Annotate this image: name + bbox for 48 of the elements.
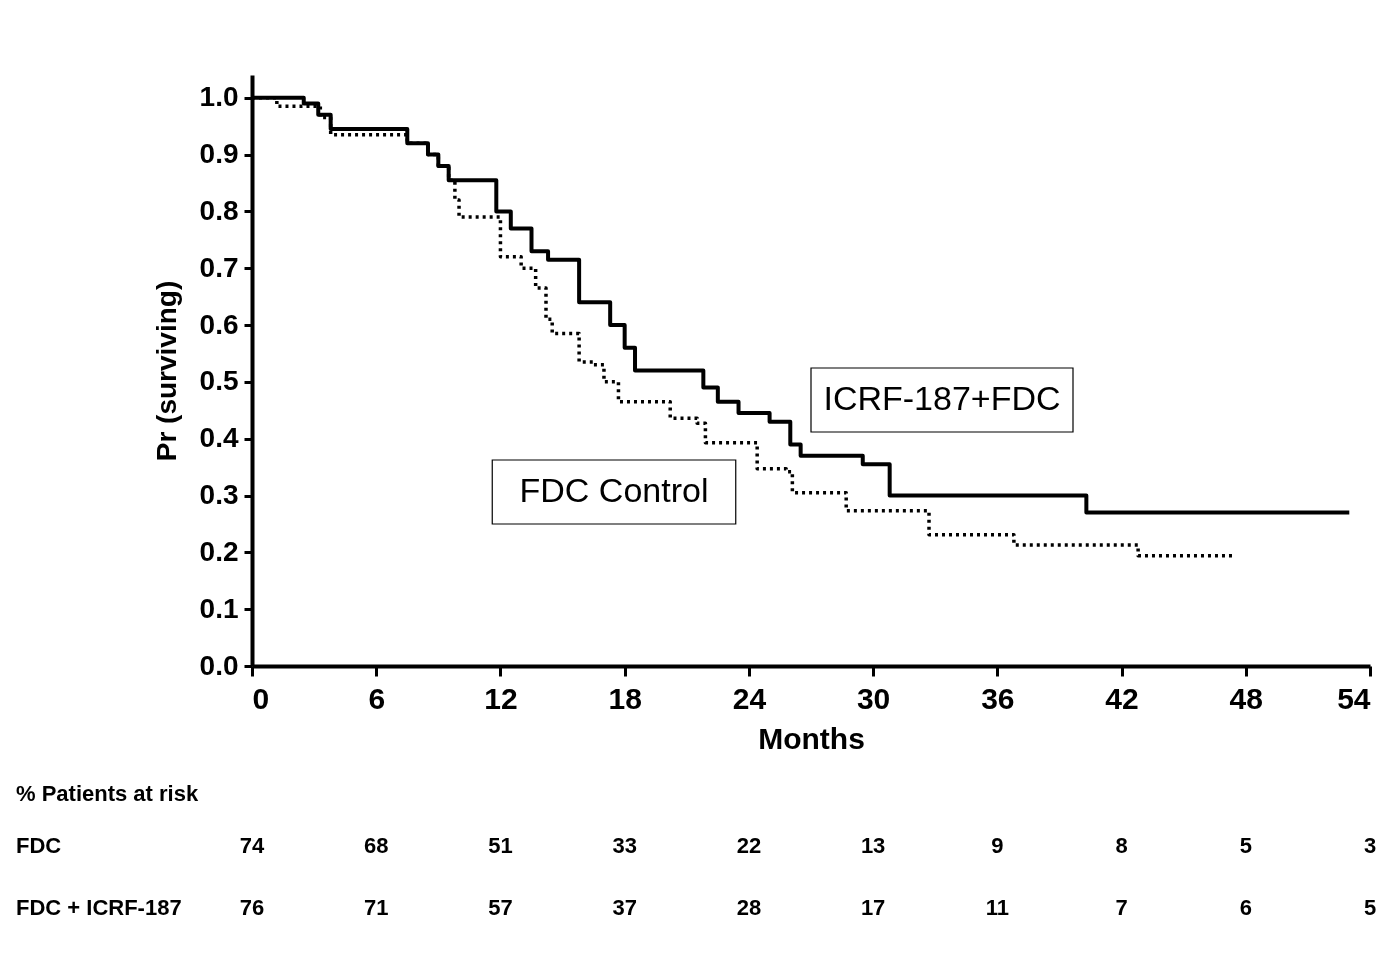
text: 11 [985, 895, 1009, 920]
x-tick-label: 6 [368, 681, 386, 715]
x-tick-label: 12 [484, 681, 518, 715]
text: FDC [16, 833, 62, 858]
y-tick-label: 0.2 [199, 535, 239, 567]
text: 22 [736, 833, 762, 858]
text: 28 [736, 895, 762, 920]
text: 6 [1239, 895, 1252, 920]
y-axis-title: Pr (surviving) [150, 280, 182, 462]
x-tick-label: 36 [981, 681, 1015, 715]
y-tick-label: 0.4 [199, 422, 239, 454]
text: 76 [239, 895, 265, 920]
series-label: ICRF-187+FDC [823, 379, 1061, 417]
y-tick-label: 1.0 [199, 81, 239, 113]
text: 68 [363, 833, 389, 858]
x-tick-label: 42 [1105, 681, 1139, 715]
text: 74 [239, 833, 265, 858]
x-tick-label: 54 [1337, 681, 1371, 715]
text: 8 [1115, 833, 1128, 858]
text: 9 [991, 833, 1004, 858]
y-tick-label: 0.9 [199, 138, 239, 170]
y-tick-label: 0.5 [199, 365, 239, 397]
x-axis-title: Months [758, 721, 865, 755]
x-tick-label: 18 [608, 681, 642, 715]
y-tick-label: 0.0 [199, 649, 239, 681]
y-tick-label: 0.1 [199, 592, 239, 624]
series-label: FDC Control [519, 471, 709, 509]
text: 3 [1363, 833, 1377, 858]
text: 13 [860, 833, 886, 858]
y-tick-label: 0.6 [199, 308, 239, 340]
y-tick-label: 0.7 [199, 251, 239, 283]
x-tick-label: 48 [1229, 681, 1263, 715]
text: 37 [612, 895, 637, 920]
x-tick-label: 24 [732, 681, 767, 715]
text: 5 [1363, 895, 1377, 920]
y-tick-label: 0.8 [199, 194, 239, 226]
text: 5 [1239, 833, 1252, 858]
text: 33 [612, 833, 637, 858]
text: FDC + ICRF-187 [16, 895, 182, 920]
y-tick-label: 0.3 [199, 479, 239, 511]
text: 51 [488, 833, 513, 858]
x-tick-label: 30 [856, 681, 891, 715]
x-tick-label: 0 [252, 681, 270, 715]
text: 7 [1115, 895, 1128, 920]
text: 57 [488, 895, 513, 920]
text: 71 [363, 895, 389, 920]
text: 17 [860, 895, 886, 920]
text: % Patients at risk [16, 781, 199, 806]
